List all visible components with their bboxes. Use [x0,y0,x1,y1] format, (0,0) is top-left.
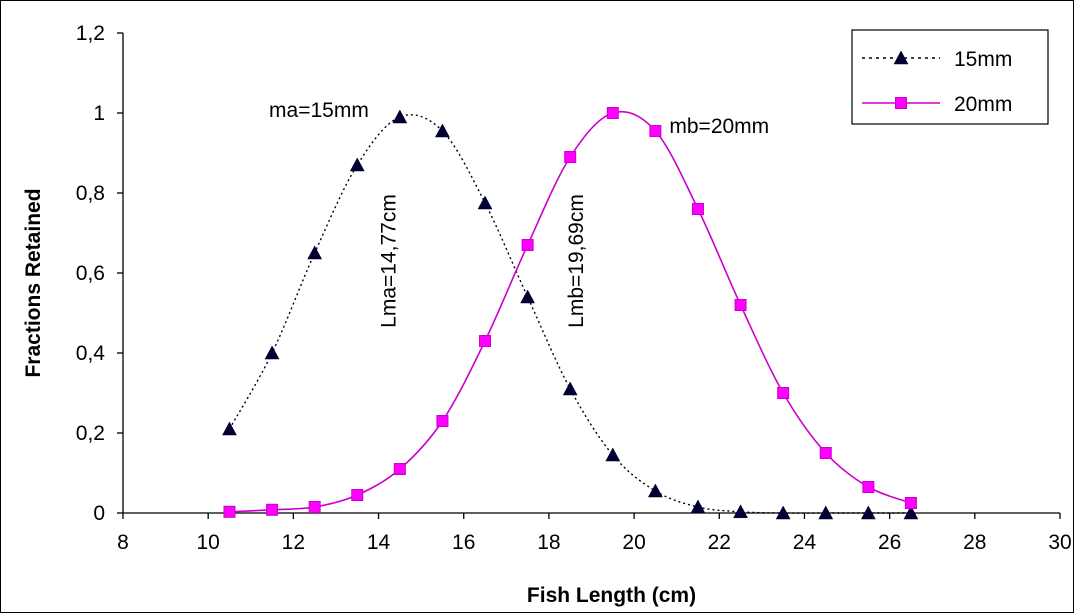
data-point-15mm [222,421,237,436]
data-point-20mm [351,489,364,501]
legend-swatch-marker-20mm [895,97,907,109]
data-point-20mm [564,151,577,163]
annotation-label: Lma=14,77cm [378,194,401,328]
data-point-20mm [521,239,534,251]
axes: 0 0,2 0,4 0,6 0,8 1 1,2 8 10 12 14 16 18 20 22 24 26 28 30… [22,22,1072,607]
data-point-15mm [690,499,706,514]
data-point-20mm [266,503,279,516]
data-point-15mm [647,483,663,498]
data-point-15mm [520,289,536,304]
legend-box [851,29,1049,125]
data-point-15mm [435,123,450,138]
data-point-15mm [733,504,748,519]
legend: 15mm 20mm [851,29,1049,125]
data-point-20mm [734,299,747,311]
series-15mm [222,109,919,520]
y-tick-label: 0 [93,502,105,525]
data-point-20mm [479,335,492,347]
x-tick-label: 8 [117,531,129,554]
data-point-20mm [606,107,619,119]
series-layer [222,107,919,520]
data-point-20mm [649,125,662,137]
data-point-15mm [860,505,876,520]
y-tick-label: 1 [93,102,105,125]
legend-label-20mm: 20mm [954,93,1012,116]
x-tick-label: 20 [622,531,645,554]
y-tick-label: 1,2 [76,22,105,45]
x-tick-label: 24 [793,531,817,554]
x-tick-label: 22 [708,531,731,554]
data-point-20mm [691,203,704,215]
data-point-20mm [223,505,236,518]
y-axis-title: Fractions Retained [22,188,45,377]
data-point-15mm [392,109,408,124]
data-point-20mm [819,447,832,459]
data-point-15mm [349,157,365,172]
y-tick-label: 0,8 [76,182,105,205]
x-tick-label: 28 [963,531,986,554]
x-tick-label: 14 [367,531,391,554]
x-tick-label: 16 [452,531,475,554]
legend-label-15mm: 15mm [954,48,1012,71]
annotation-label: Lmb=19,69cm [565,194,588,328]
annotations: ma=15mm mb=20mm Lma=14,77cm Lmb=19,69cm [269,99,769,328]
x-tick-label: 12 [282,531,305,554]
data-point-15mm [562,381,578,396]
x-tick-label: 26 [878,531,901,554]
data-point-15mm [903,505,919,520]
data-point-20mm [862,481,875,493]
data-point-15mm [307,245,323,260]
x-tick-label: 30 [1048,531,1071,554]
data-point-20mm [393,463,406,475]
data-point-20mm [904,497,917,509]
y-tick-label: 0,4 [76,342,106,365]
data-point-20mm [777,387,790,399]
x-axis-title: Fish Length (cm) [527,584,696,607]
legend-swatch-marker-15mm [893,50,909,65]
annotation-label: ma=15mm [269,99,369,122]
data-point-15mm [818,505,834,520]
annotation-label: mb=20mm [669,115,769,138]
data-point-20mm [308,501,321,513]
data-point-15mm [477,195,493,210]
x-tick-label: 18 [537,531,560,554]
y-tick-label: 0,6 [76,262,105,285]
series-20mm [223,107,917,518]
data-point-15mm [264,345,280,360]
data-point-20mm [436,415,449,427]
data-point-15mm [605,447,621,462]
y-tick-label: 0,2 [76,422,105,445]
x-tick-label: 10 [197,531,220,554]
data-point-15mm [775,505,791,520]
